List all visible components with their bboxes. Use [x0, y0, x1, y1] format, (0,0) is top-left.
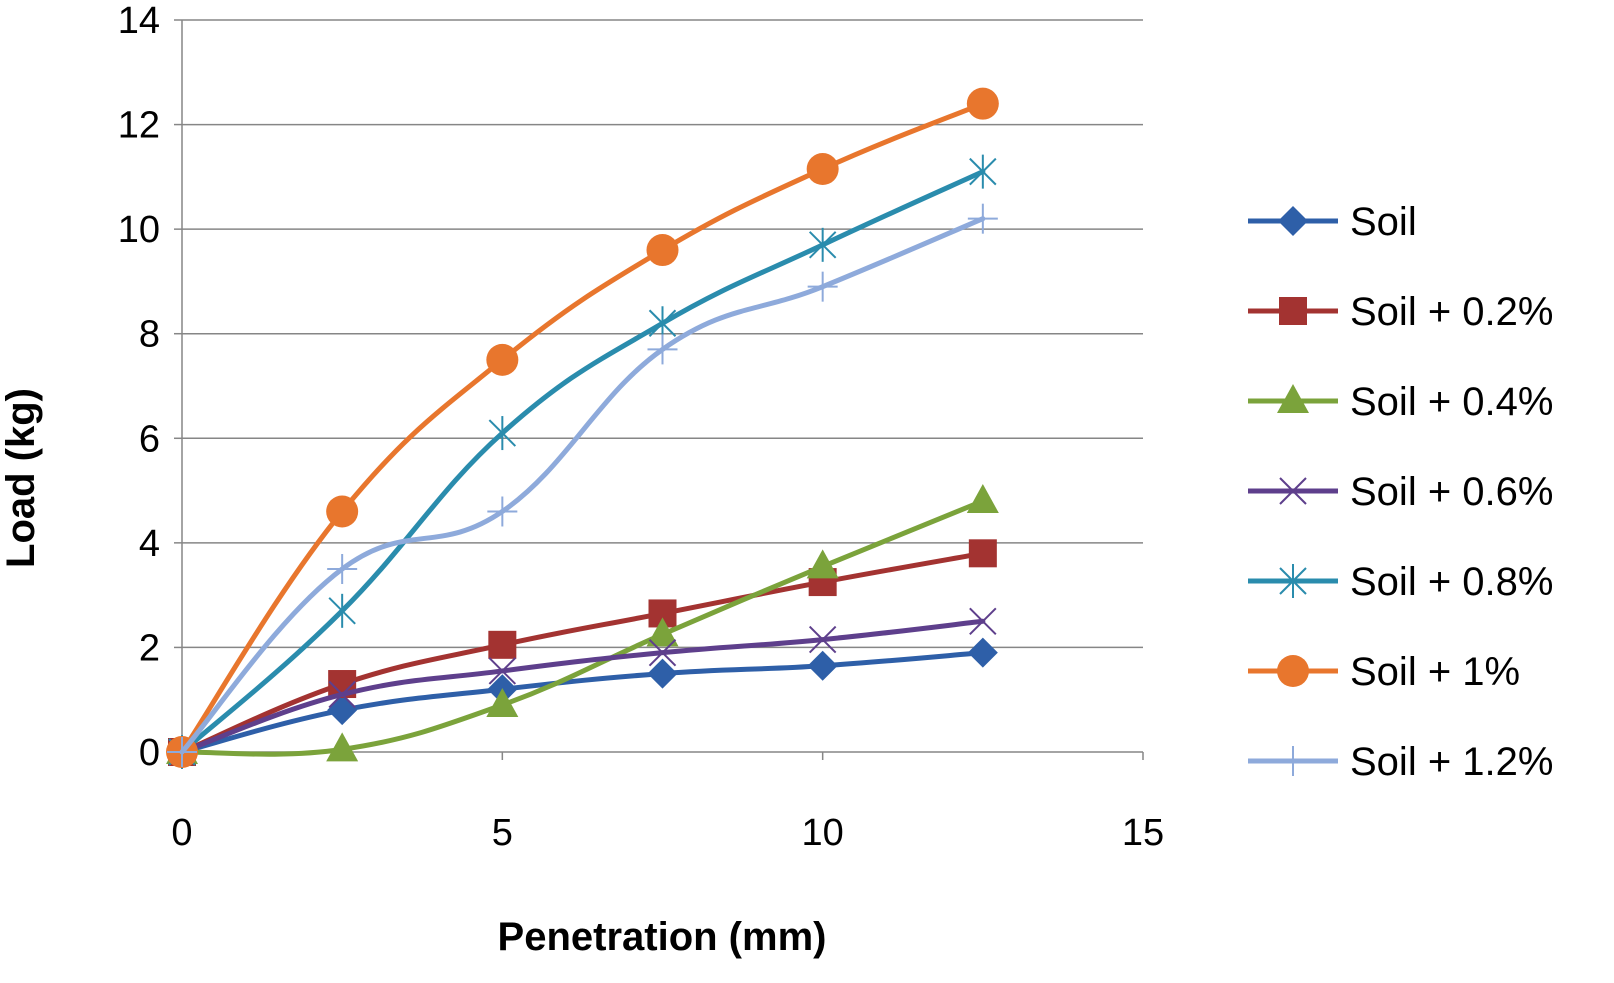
data-point [488, 630, 517, 659]
data-point [808, 227, 837, 262]
data-point [808, 625, 837, 654]
legend-item: Soil + 1% [1248, 650, 1520, 694]
data-point [806, 549, 839, 579]
data-point [806, 153, 839, 186]
data-point [648, 638, 677, 667]
legend-label: Soil [1350, 200, 1417, 244]
legend-swatch-marker [1279, 564, 1307, 598]
legend-swatch-marker [1278, 746, 1308, 776]
y-tick-label: 2 [139, 627, 160, 669]
legend-item: Soil + 0.6% [1248, 470, 1553, 514]
legend-swatch-marker [1279, 477, 1307, 505]
y-tick-label: 10 [118, 209, 160, 251]
series-6 [166, 87, 999, 768]
data-point [487, 496, 518, 527]
data-point [647, 334, 678, 365]
x-tick-label: 15 [1122, 812, 1164, 854]
data-point [328, 680, 356, 709]
data-point [966, 484, 999, 514]
legend-label: Soil + 1.2% [1350, 740, 1553, 784]
legend-label: Soil + 0.4% [1350, 380, 1553, 424]
data-point [326, 732, 359, 762]
data-point [486, 687, 519, 717]
series-2 [168, 539, 997, 766]
series-group [166, 87, 999, 769]
data-point [647, 658, 678, 689]
x-tick-label: 0 [171, 812, 192, 854]
x-tick-label: 10 [802, 812, 844, 854]
series-line [179, 498, 986, 757]
data-point [966, 87, 999, 120]
legend-item: Soil + 0.4% [1248, 380, 1553, 424]
legend-swatch-marker [1277, 655, 1309, 687]
legend-item: Soil + 1.2% [1248, 740, 1553, 784]
series-line [179, 169, 986, 755]
y-tick-label: 4 [139, 523, 160, 565]
legend-label: Soil + 0.8% [1350, 560, 1553, 604]
x-tick-label: 5 [492, 812, 513, 854]
data-point [327, 554, 358, 584]
legend: Soil Soil + 0.2% Soil + 0.4% Soil + 0.6% Soi… [1248, 200, 1553, 784]
data-point [967, 203, 998, 234]
series-line [179, 650, 986, 755]
y-axis-title: Load (kg) [0, 388, 43, 568]
series-5 [168, 154, 997, 769]
series-7 [167, 203, 998, 767]
data-point [328, 593, 356, 628]
legend-label: Soil + 0.2% [1350, 290, 1553, 334]
x-axis-title: Penetration (mm) [498, 915, 827, 959]
legend-swatch-marker [1278, 206, 1308, 236]
data-point [969, 154, 997, 189]
data-point [807, 650, 838, 681]
data-point [486, 343, 519, 376]
legend-item: Soil + 0.8% [1248, 560, 1553, 604]
data-point [646, 617, 679, 647]
legend-item: Soil [1248, 200, 1417, 244]
tick-labels: 0 2 4 6 8 10 12 14 0 5 10 15 [118, 0, 1164, 854]
data-point [326, 495, 359, 528]
data-point [646, 234, 679, 267]
y-tick-label: 12 [118, 105, 160, 147]
series-line [179, 216, 986, 755]
series-line [179, 550, 986, 755]
legend-swatch-marker [1277, 384, 1309, 413]
data-point [969, 607, 997, 635]
data-point [968, 539, 997, 568]
y-tick-label: 8 [139, 314, 160, 356]
data-point [967, 637, 998, 668]
legend-swatch-marker [1279, 297, 1307, 325]
y-tick-label: 14 [118, 0, 160, 42]
series-4 [168, 607, 997, 766]
data-point [488, 657, 517, 685]
y-tick-label: 6 [139, 418, 160, 460]
data-point [488, 416, 517, 451]
y-tick-label: 0 [139, 732, 160, 774]
data-point [807, 271, 838, 302]
legend-label: Soil + 1% [1350, 650, 1520, 694]
gridlines [182, 19, 1143, 649]
legend-item: Soil + 0.2% [1248, 290, 1553, 334]
data-point [167, 737, 197, 767]
legend-label: Soil + 0.6% [1350, 470, 1553, 514]
series-line [179, 618, 986, 755]
